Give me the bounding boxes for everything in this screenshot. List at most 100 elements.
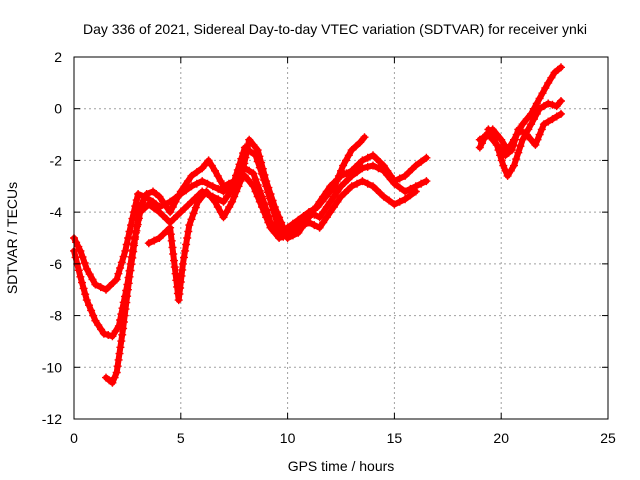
data-point [219,213,228,222]
data-point [206,192,215,201]
y-tick-label: -6 [50,256,63,272]
series-track-6 [475,97,565,180]
data-point [81,290,90,299]
x-tick-label: 25 [600,430,616,446]
data-point [169,250,178,258]
data-point [406,191,415,200]
series-track-7 [484,109,565,160]
data-point [121,246,130,255]
data-point [372,154,381,163]
data-point [548,115,557,124]
data-point [127,260,136,269]
data-point [507,146,516,155]
data-point [251,175,260,184]
data-point [358,177,367,186]
data-point [78,253,87,261]
data-point [91,280,100,289]
data-point [249,140,258,149]
data-point [144,200,153,209]
data-point [499,161,508,170]
data-point [119,324,128,333]
data-point [183,177,192,186]
data-point [539,120,548,129]
data-point [142,190,151,198]
data-point [91,316,100,325]
data-point [296,218,305,227]
data-point [340,189,349,198]
data-point [240,159,249,168]
data-point [512,130,521,139]
data-point [79,284,88,293]
data-point [317,197,326,206]
x-tick-label: 5 [177,430,185,446]
data-point [213,171,222,180]
data-point [533,135,542,144]
data-point [180,182,189,191]
data-point [356,138,365,147]
data-point [96,283,105,292]
data-point [230,192,239,201]
data-point [216,177,225,186]
data-point [123,285,132,294]
plot-frame [73,56,609,420]
data-point [208,182,217,191]
data-point [180,253,188,262]
data-point [87,306,96,315]
data-point [114,269,123,278]
data-point [552,112,561,121]
data-point [258,164,267,173]
x-tick-label: 10 [280,430,296,446]
data-point [342,169,351,178]
data-point [322,192,330,201]
data-point [219,197,228,206]
data-point [242,147,251,156]
data-point [511,135,520,144]
data-point [136,203,145,211]
data-point [264,218,273,227]
data-point [516,142,525,151]
data-point [422,153,431,162]
data-point [351,163,360,172]
data-point [372,185,381,194]
data-point [181,246,190,255]
data-point [72,238,81,247]
data-series [70,63,565,387]
data-point [518,120,527,129]
data-point [376,189,385,198]
data-point [535,130,544,139]
data-point [176,208,185,217]
data-point [85,301,93,310]
data-point [522,115,531,124]
data-point [253,146,262,155]
data-point [369,182,377,191]
data-point [262,213,271,222]
data-point [309,205,318,214]
data-point [82,265,91,273]
data-point [144,239,153,248]
data-point [395,174,404,183]
data-point [116,343,125,352]
data-point [170,263,179,272]
data-point [224,179,233,188]
data-point [385,196,394,205]
data-point [159,197,167,206]
data-point [251,187,260,196]
data-point [334,171,343,180]
data-point [360,133,369,142]
data-point [283,224,292,233]
data-point [187,215,196,224]
data-point [119,318,128,326]
data-point [266,190,275,198]
data-point [255,152,264,161]
data-point [319,218,328,227]
data-point [245,135,254,144]
data-point [223,192,232,201]
data-point [544,78,553,87]
data-point [506,166,515,175]
data-point [300,213,309,222]
data-point [408,165,417,173]
data-point [347,166,356,175]
data-point [518,135,527,144]
data-point [347,146,356,155]
data-point [509,140,518,149]
